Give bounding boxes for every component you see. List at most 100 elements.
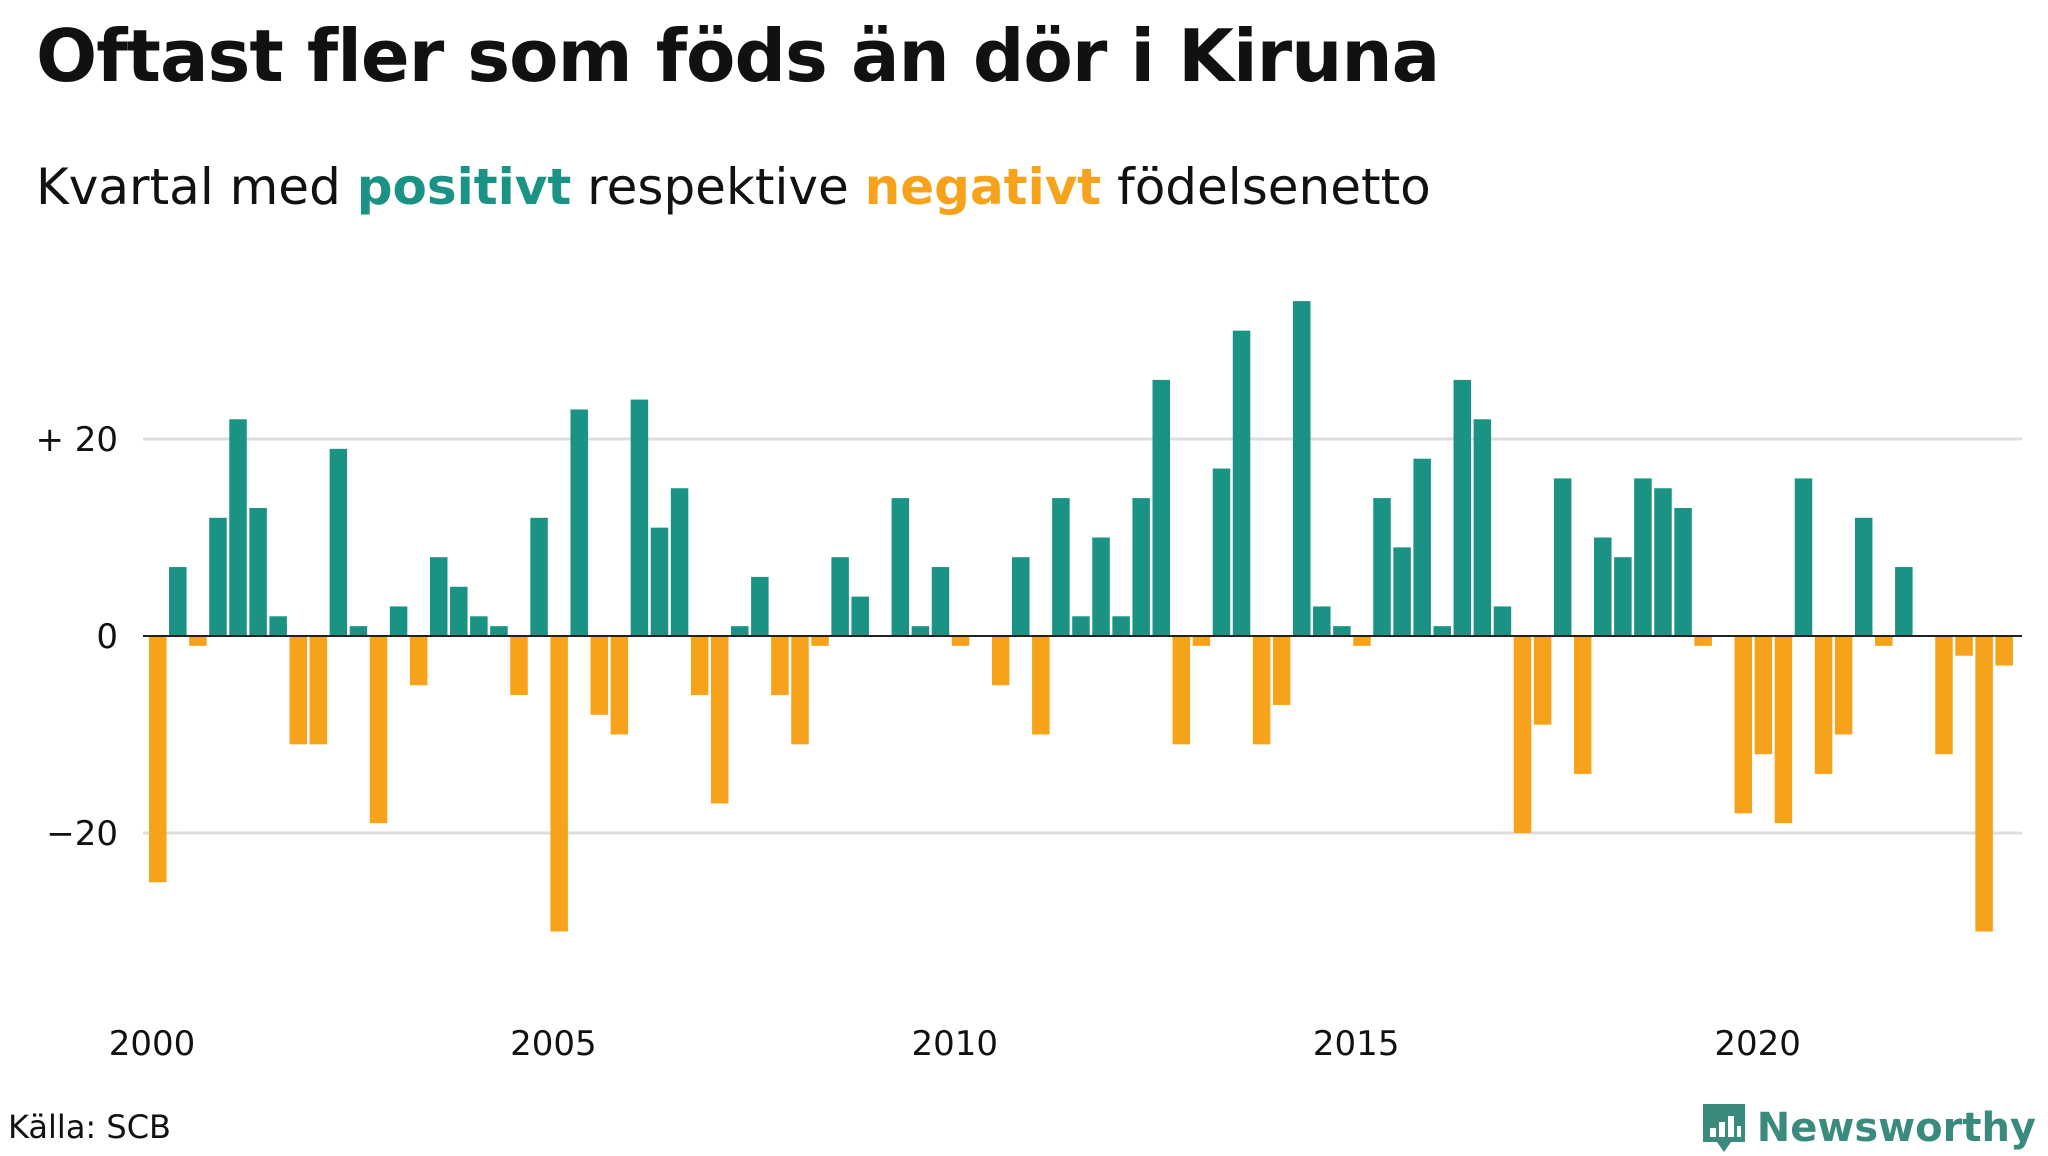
bar-negative [409, 636, 428, 686]
gridlines [143, 437, 2022, 835]
bar-positive [1313, 606, 1331, 636]
bar-positive [389, 606, 408, 636]
bar-negative [811, 636, 829, 646]
bar-positive [1654, 488, 1672, 636]
subtitle-positive: positivt [356, 158, 572, 216]
bar-negative [690, 636, 709, 696]
bar-negative [1935, 636, 1953, 755]
bar-negative [771, 636, 789, 696]
bar-negative [1814, 636, 1833, 774]
bar-positive [209, 517, 227, 636]
bar-positive [751, 576, 769, 636]
x-tick-label: 2005 [510, 1024, 597, 1064]
bar-negative [610, 636, 629, 735]
bar-positive [249, 507, 267, 636]
bar-positive [851, 596, 869, 636]
bar-positive [1493, 606, 1512, 636]
bar-negative [1834, 636, 1853, 735]
newsworthy-logo-icon [1702, 1104, 1745, 1152]
bar-positive [1895, 567, 1913, 636]
y-tick-label: −20 [46, 814, 118, 854]
chart-title: Oftast fler som föds än dör i Kiruna [36, 14, 1440, 98]
bar-negative [369, 636, 388, 824]
bar-positive [1453, 379, 1472, 636]
bar-positive [349, 626, 368, 636]
x-axis-labels: 2000 2005 2010 2015 2020 [109, 1024, 1801, 1064]
bar-negative [1272, 636, 1291, 705]
bar-positive [1854, 517, 1873, 636]
bar-positive [731, 626, 749, 636]
bar-positive [169, 567, 187, 636]
bar-negative [1032, 636, 1050, 735]
y-axis-labels: + 20 0 −20 [35, 420, 118, 854]
x-tick-label: 2015 [1313, 1024, 1400, 1064]
bar-positive [1634, 478, 1652, 636]
bar-negative [991, 636, 1010, 686]
bar-positive [1212, 468, 1231, 636]
bar-negative [1694, 636, 1712, 646]
bar-negative [309, 636, 328, 745]
bar-positive [630, 399, 649, 636]
bar-negative [710, 636, 729, 804]
bar-negative [1975, 636, 1993, 932]
bar-positive [1594, 537, 1612, 636]
bar-negative [1172, 636, 1191, 745]
bar-positive [911, 626, 930, 636]
bar-positive [570, 409, 588, 636]
bar-positive [1052, 498, 1070, 636]
bar-negative [1734, 636, 1753, 814]
bar-positive [490, 626, 508, 636]
bar-positive [530, 517, 548, 636]
bar-positive [1674, 507, 1692, 636]
brand-logo: Newsworthy [1699, 1100, 2036, 1156]
subtitle-negative: negativt [864, 158, 1102, 216]
bar-positive [269, 616, 287, 636]
bar-negative [1513, 636, 1532, 833]
bar-positive [1553, 478, 1572, 636]
bar-negative [1995, 636, 2013, 666]
bar-negative [1774, 636, 1793, 824]
bar-negative [1533, 636, 1552, 725]
bar-positive [1393, 547, 1411, 636]
y-tick-label: + 20 [35, 420, 118, 460]
bars [149, 301, 2013, 932]
source-note: Källa: SCB [8, 1108, 171, 1146]
bar-positive [1232, 330, 1251, 636]
bar-positive [1333, 626, 1351, 636]
bar-positive [1433, 626, 1451, 636]
bar-positive [229, 419, 247, 636]
bar-positive [1092, 537, 1110, 636]
bar-positive [650, 527, 669, 636]
chart-subtitle: Kvartal med positivt respektive negativt… [36, 158, 1431, 216]
bar-negative [550, 636, 568, 932]
bar-positive [429, 557, 448, 636]
bar-negative [1353, 636, 1371, 646]
bar-positive [1794, 478, 1813, 636]
bar-positive [1614, 557, 1632, 636]
bar-positive [1012, 557, 1030, 636]
bar-negative [951, 636, 970, 646]
bar-negative [149, 636, 167, 883]
subtitle-prefix: Kvartal med [36, 158, 357, 216]
bar-positive [831, 557, 849, 636]
subtitle-suffix: födelsenetto [1101, 158, 1431, 216]
bar-chart: + 20 0 −20 2000 2005 2010 2015 2020 [35, 301, 2022, 1064]
bar-negative [791, 636, 809, 745]
bar-negative [510, 636, 528, 696]
bar-negative [590, 636, 609, 715]
bar-positive [1112, 616, 1130, 636]
x-tick-label: 2000 [109, 1024, 196, 1064]
subtitle-middle: respektive [571, 158, 865, 216]
bar-positive [1072, 616, 1090, 636]
bar-negative [289, 636, 307, 745]
bar-negative [189, 636, 207, 646]
bar-positive [1373, 498, 1391, 636]
bar-positive [1292, 301, 1311, 636]
bar-positive [1473, 419, 1492, 636]
x-tick-label: 2020 [1714, 1024, 1801, 1064]
bar-positive [1152, 379, 1170, 636]
bar-negative [1875, 636, 1893, 646]
bar-negative [1192, 636, 1211, 646]
bar-positive [1132, 498, 1150, 636]
bar-positive [670, 488, 689, 636]
